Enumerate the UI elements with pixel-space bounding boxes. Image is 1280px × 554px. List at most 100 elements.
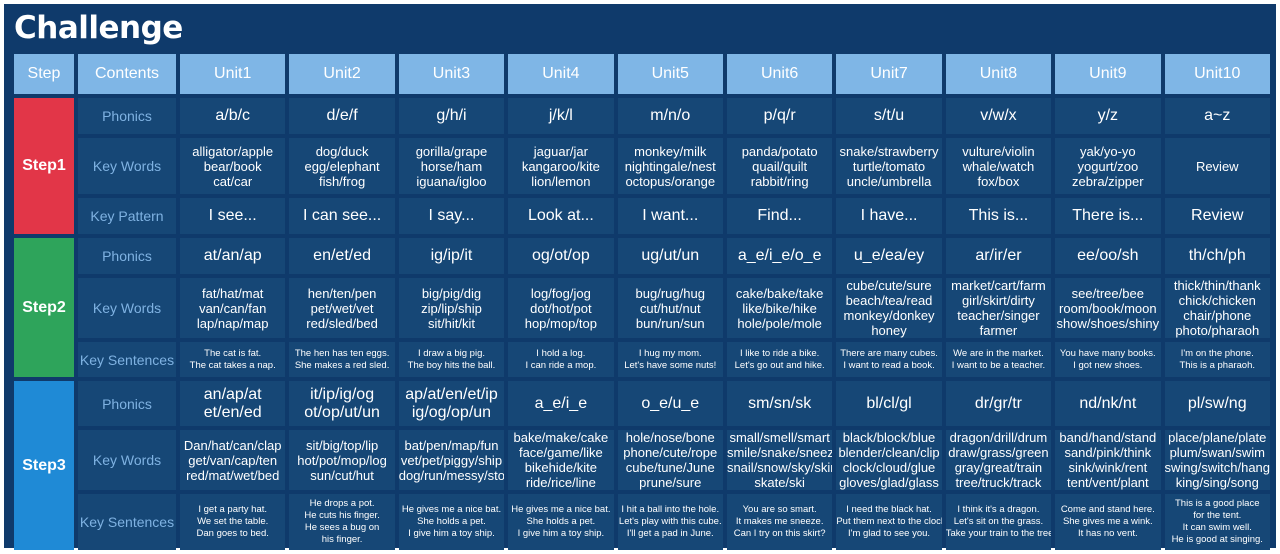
- table-cell: jaguar/jar kangaroo/kite lion/lemon: [508, 138, 614, 194]
- cell-line: fish/frog: [318, 173, 366, 189]
- row-label: Key Words: [78, 278, 176, 338]
- column-header-unit6: Unit6: [726, 54, 833, 94]
- cell-line: sink/wink/rent: [1068, 460, 1148, 475]
- cell-line: an/ap/at: [203, 385, 262, 403]
- cell-line: draw/grass/green: [948, 445, 1049, 460]
- cell-line: It makes me sneeze.: [735, 516, 824, 527]
- table-cell: Look at...: [508, 198, 614, 234]
- cell-line: panda/potato: [741, 143, 818, 159]
- cell-line: a_e/i_e/o_e: [737, 247, 822, 264]
- table-cell: bat/pen/map/fun vet/pet/piggy/ship dog/run…: [398, 430, 505, 490]
- cell-line: fox/box: [977, 173, 1020, 189]
- table-cell: This is...: [945, 198, 1052, 234]
- cell-line: hole/pole/mole: [737, 315, 822, 331]
- table-cell: I'm on the phone. This is a pharaoh.: [1164, 342, 1270, 377]
- cell-line: for the tent.: [1193, 510, 1242, 521]
- table-cell: o_e/u_e: [617, 381, 723, 426]
- cell-line: I give him a toy ship.: [408, 528, 495, 539]
- cell-line: pet/wet/vet: [310, 300, 374, 316]
- cell-line: vet/pet/piggy/ship: [400, 452, 503, 468]
- cell-line: skate/ski: [754, 475, 805, 490]
- column-header-unit7: Unit7: [836, 54, 942, 94]
- cell-line: a~z: [1204, 107, 1231, 124]
- table-cell: fat/hat/mat van/can/fan lap/nap/map: [180, 278, 286, 338]
- cell-line: market/cart/farm: [951, 278, 1046, 293]
- cell-line: nightingale/nest: [624, 158, 716, 174]
- table-row: Step3 Phonics an/ap/at et/en/ed it/ip/ig/og o…: [14, 381, 1270, 550]
- cell-line: plum/swan/swim: [1169, 445, 1265, 460]
- cell-line: octopus/orange: [625, 173, 716, 189]
- table-cell: The hen has ten eggs. She makes a red sle…: [289, 342, 395, 377]
- table-cell: hole/nose/bone phone/cute/rope cube/tune/J…: [617, 430, 723, 490]
- cell-line: photo/pharaoh: [1175, 323, 1260, 338]
- table-cell: thick/thin/thank chick/chicken chair/phone…: [1164, 278, 1270, 338]
- cell-line: He sees a bug on: [304, 522, 380, 533]
- cell-line: gloves/glad/glass: [839, 475, 939, 490]
- cell-line: clock/cloud/glue: [842, 460, 936, 475]
- table-cell: an/ap/at et/en/ed: [180, 381, 286, 426]
- table-row: Key Words fat/hat/mat van/can/fan lap/nap/m…: [14, 278, 1270, 338]
- table-cell: market/cart/farm girl/skirt/dirty teacher/…: [945, 278, 1052, 338]
- table-cell: ar/ir/er: [945, 238, 1052, 274]
- table-cell: dragon/drill/drum draw/grass/green gray/gr…: [945, 430, 1052, 490]
- table-cell: I want...: [617, 198, 723, 234]
- table-cell: There is...: [1055, 198, 1161, 234]
- cell-line: She makes a red sled.: [294, 359, 390, 371]
- cell-line: There is...: [1072, 207, 1144, 224]
- cell-line: get/van/cap/ten: [188, 452, 278, 468]
- cell-line: Let's play with this cube.: [618, 516, 722, 527]
- cell-line: d/e/f: [326, 107, 358, 124]
- cell-line: He is good at singing.: [1171, 534, 1263, 545]
- cell-line: ee/oo/sh: [1077, 247, 1139, 264]
- row-label: Key Words: [78, 138, 176, 194]
- cell-line: lap/nap/map: [196, 315, 269, 331]
- table-cell: dog/duck egg/elephant fish/frog: [289, 138, 395, 194]
- cell-line: The cat is fat.: [204, 347, 262, 359]
- cell-line: big/pig/dig: [421, 285, 482, 301]
- cell-line: Dan/hat/can/clap: [183, 437, 282, 453]
- cell-line: I get a party hat.: [198, 504, 268, 515]
- cell-line: I'll get a pad in June.: [626, 528, 714, 539]
- cell-line: ap/at/en/et/ip: [405, 385, 498, 403]
- table-cell: He drops a pot. He cuts his finger. He see…: [289, 494, 395, 550]
- cell-line: ride/rice/line: [525, 475, 596, 490]
- table-cell: I can see...: [289, 198, 395, 234]
- row-label: Key Sentences: [78, 494, 176, 550]
- cell-line: a_e/i_e: [534, 394, 588, 412]
- cell-line: red/mat/wet/bed: [186, 467, 280, 483]
- cell-line: gray/great/train: [954, 460, 1043, 475]
- cell-line: hole/nose/bone: [625, 430, 715, 445]
- cell-line: swing/switch/hang: [1164, 460, 1270, 475]
- cell-line: Look at...: [527, 207, 594, 224]
- table-cell: We are in the market. I want to be a teac…: [945, 342, 1052, 377]
- cell-line: Put them next to the clock.: [836, 516, 942, 527]
- cell-line: at/an/ap: [203, 247, 262, 264]
- table-cell: log/fog/jog dot/hot/pot hop/mop/top: [508, 278, 614, 338]
- table-cell: black/block/blue blender/clean/clip clock/…: [836, 430, 942, 490]
- table-cell: y/z: [1055, 98, 1161, 134]
- cell-line: bake/make/cake: [513, 430, 609, 445]
- cell-line: vulture/violin: [962, 143, 1035, 159]
- cell-line: s/t/u: [873, 107, 905, 124]
- cell-line: I want to read a book.: [843, 359, 935, 371]
- cell-line: face/game/like: [518, 445, 603, 460]
- table-cell: The cat is fat. The cat takes a nap.: [180, 342, 286, 377]
- cell-line: The hen has ten eggs.: [294, 347, 390, 359]
- table-cell: a_e/i_e: [508, 381, 614, 426]
- cell-line: turtle/tomato: [852, 158, 926, 174]
- row-label: Key Words: [78, 430, 176, 490]
- column-header-contents: Contents: [78, 54, 176, 94]
- cell-line: phone/cute/rope: [623, 445, 718, 460]
- step-label-3: Step3: [14, 381, 74, 550]
- cell-line: I hit a ball into the hole.: [621, 504, 720, 515]
- cell-line: yogurt/zoo: [1077, 158, 1139, 174]
- table-cell: Review: [1164, 138, 1270, 194]
- cell-line: whale/watch: [962, 158, 1035, 174]
- cell-line: his finger.: [321, 534, 363, 545]
- table-cell: big/pig/dig zip/lip/ship sit/hit/kit: [398, 278, 505, 338]
- table-cell: bake/make/cake face/game/like bikehide/kit…: [508, 430, 614, 490]
- cell-line: I give him a toy ship.: [517, 528, 605, 539]
- table-cell: He gives me a nice bat. She holds a pet. I…: [508, 494, 614, 550]
- cell-line: cut/hut/nut: [639, 300, 701, 316]
- column-header-unit1: Unit1: [180, 54, 286, 94]
